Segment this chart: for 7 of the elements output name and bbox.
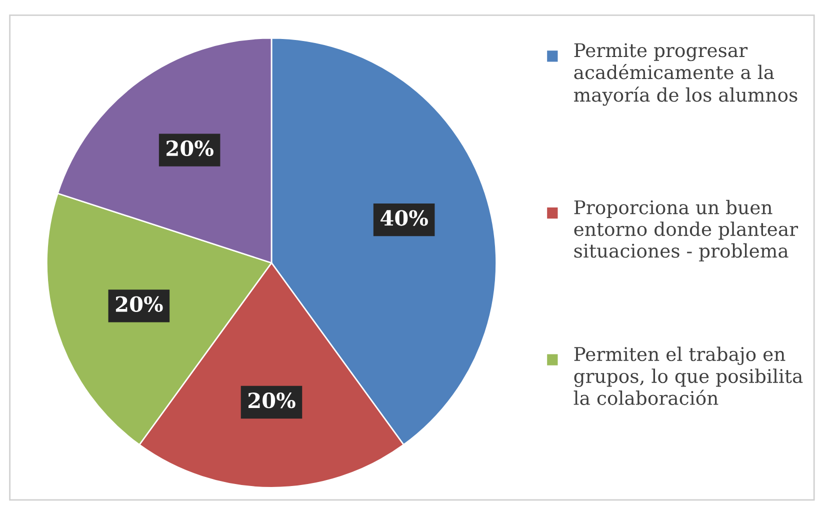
data-label: 20%: [116, 296, 163, 312]
data-label: 40%: [380, 210, 428, 226]
legend-label: Permite progresar académicamente a la mayoría de los alumnos: [574, 43, 798, 106]
data-label: 20%: [166, 140, 214, 156]
legend-label: Permiten el trabajo en grupos, lo que posibilita la colaboración: [574, 346, 803, 406]
legend-label: Proporciona un buen entorno donde plantear situaciones - problema: [574, 200, 798, 262]
data-label: 20%: [248, 392, 296, 408]
